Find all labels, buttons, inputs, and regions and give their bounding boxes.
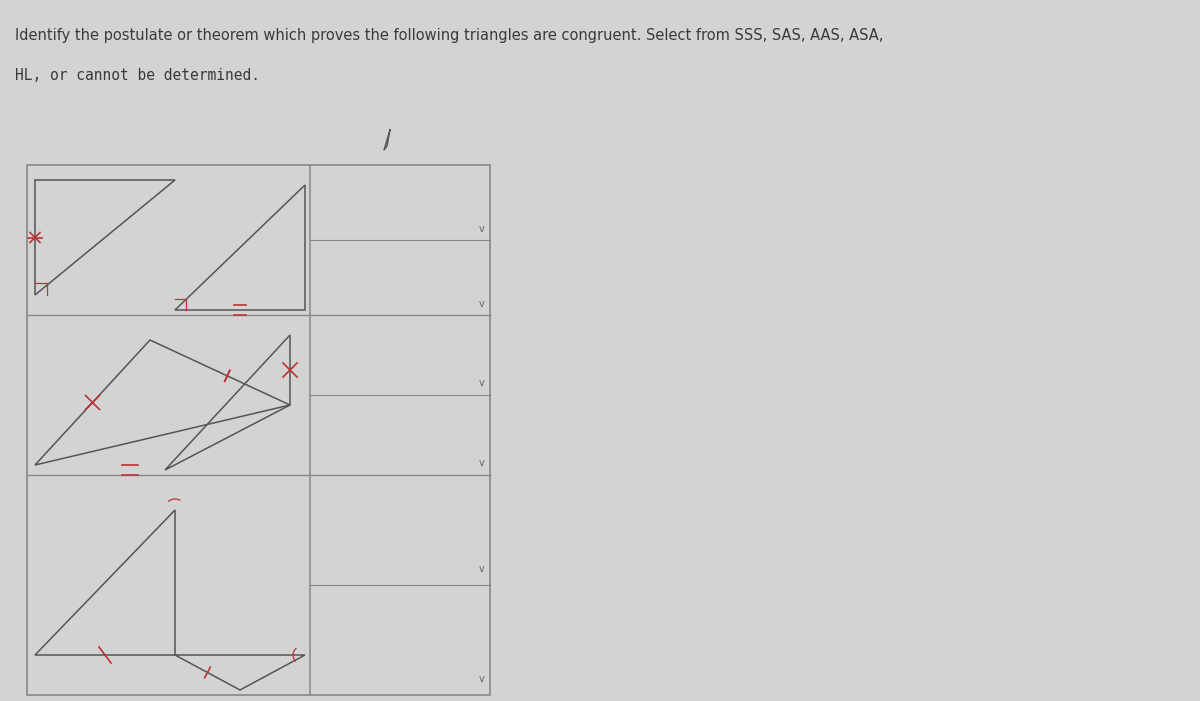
Text: v: v — [479, 299, 485, 308]
Text: HL, or cannot be determined.: HL, or cannot be determined. — [14, 68, 260, 83]
Text: v: v — [479, 224, 485, 233]
Text: v: v — [479, 378, 485, 388]
Text: v: v — [479, 458, 485, 468]
Text: v: v — [479, 564, 485, 573]
Text: Identify the postulate or theorem which proves the following triangles are congr: Identify the postulate or theorem which … — [14, 28, 883, 43]
Text: v: v — [479, 674, 485, 683]
